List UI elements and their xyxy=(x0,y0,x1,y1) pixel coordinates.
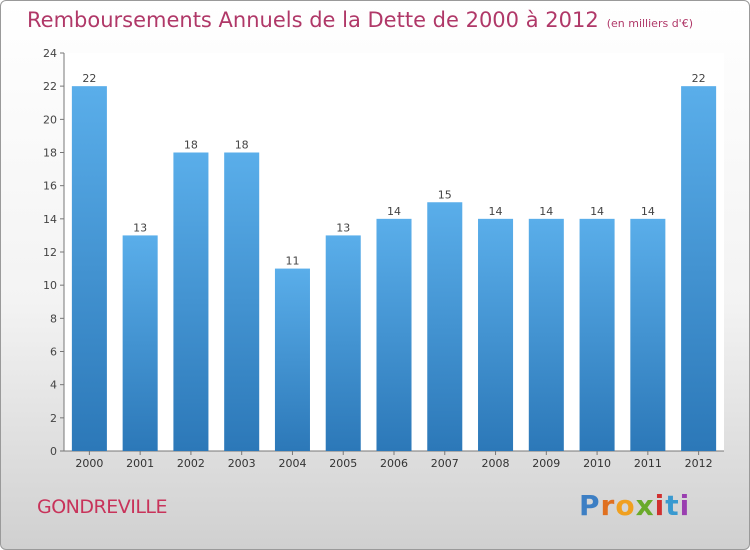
logo-letter: r xyxy=(600,489,616,522)
y-tick-label: 24 xyxy=(43,47,57,60)
bar xyxy=(71,86,107,452)
bar-value-label: 11 xyxy=(285,255,299,268)
x-tick-label: 2012 xyxy=(685,457,713,470)
bar xyxy=(427,202,463,451)
bar xyxy=(528,218,564,451)
bar xyxy=(630,218,666,451)
bar xyxy=(224,152,260,451)
chart-title-text: Remboursements Annuels de la Dette de 20… xyxy=(27,8,599,32)
x-tick-label: 2010 xyxy=(583,457,611,470)
x-tick-label: 2006 xyxy=(380,457,408,470)
bar xyxy=(274,268,310,451)
bar xyxy=(579,218,615,451)
bar-value-label: 22 xyxy=(82,72,96,85)
x-tick-label: 2004 xyxy=(278,457,306,470)
x-tick-label: 2007 xyxy=(431,457,459,470)
bar xyxy=(325,235,361,451)
bar-value-label: 18 xyxy=(184,139,198,152)
bar-value-label: 13 xyxy=(336,221,350,234)
y-tick-label: 8 xyxy=(50,312,57,325)
y-tick-label: 10 xyxy=(43,279,57,292)
bar-value-label: 14 xyxy=(489,205,503,218)
proxiti-logo: Proxiti xyxy=(579,489,690,522)
logo-letter: i xyxy=(679,489,691,522)
bar xyxy=(478,218,514,451)
y-tick-label: 12 xyxy=(43,246,57,259)
y-tick-label: 6 xyxy=(50,346,57,359)
logo-letter: i xyxy=(654,489,666,522)
y-tick-label: 20 xyxy=(43,113,57,126)
x-tick-label: 2011 xyxy=(634,457,662,470)
logo-letter: P xyxy=(579,489,601,522)
bar-value-label: 15 xyxy=(438,188,452,201)
x-tick-label: 2008 xyxy=(482,457,510,470)
bar-value-label: 14 xyxy=(539,205,553,218)
bar xyxy=(173,152,209,451)
chart-subtitle: (en milliers d'€) xyxy=(606,17,693,30)
y-tick-label: 18 xyxy=(43,147,57,160)
bar-value-label: 14 xyxy=(387,205,401,218)
y-tick-label: 2 xyxy=(50,412,57,425)
bar xyxy=(681,86,717,452)
x-tick-label: 2003 xyxy=(228,457,256,470)
logo-letter: x xyxy=(635,489,655,522)
y-tick-label: 4 xyxy=(50,379,57,392)
bar xyxy=(376,218,412,451)
bar-value-label: 13 xyxy=(133,221,147,234)
x-tick-label: 2001 xyxy=(126,457,154,470)
bar-value-label: 22 xyxy=(692,72,706,85)
commune-name: GONDREVILLE xyxy=(37,496,168,518)
logo-letter: o xyxy=(615,489,636,522)
logo-letter: t xyxy=(665,489,680,522)
bar-value-label: 14 xyxy=(641,205,655,218)
x-tick-label: 2002 xyxy=(177,457,205,470)
y-tick-label: 14 xyxy=(43,213,57,226)
y-tick-label: 0 xyxy=(50,445,57,458)
x-tick-label: 2009 xyxy=(532,457,560,470)
bar-value-label: 14 xyxy=(590,205,604,218)
y-tick-label: 22 xyxy=(43,80,57,93)
bar xyxy=(122,235,158,451)
x-tick-label: 2005 xyxy=(329,457,357,470)
chart-title: Remboursements Annuels de la Dette de 20… xyxy=(27,8,693,32)
bar-value-label: 18 xyxy=(235,139,249,152)
x-tick-label: 2000 xyxy=(75,457,103,470)
y-tick-label: 16 xyxy=(43,180,57,193)
